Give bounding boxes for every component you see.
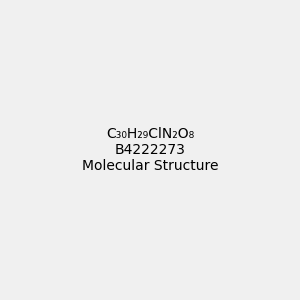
Text: C₃₀H₂₉ClN₂O₈
B4222273
Molecular Structure: C₃₀H₂₉ClN₂O₈ B4222273 Molecular Structur…: [82, 127, 218, 173]
